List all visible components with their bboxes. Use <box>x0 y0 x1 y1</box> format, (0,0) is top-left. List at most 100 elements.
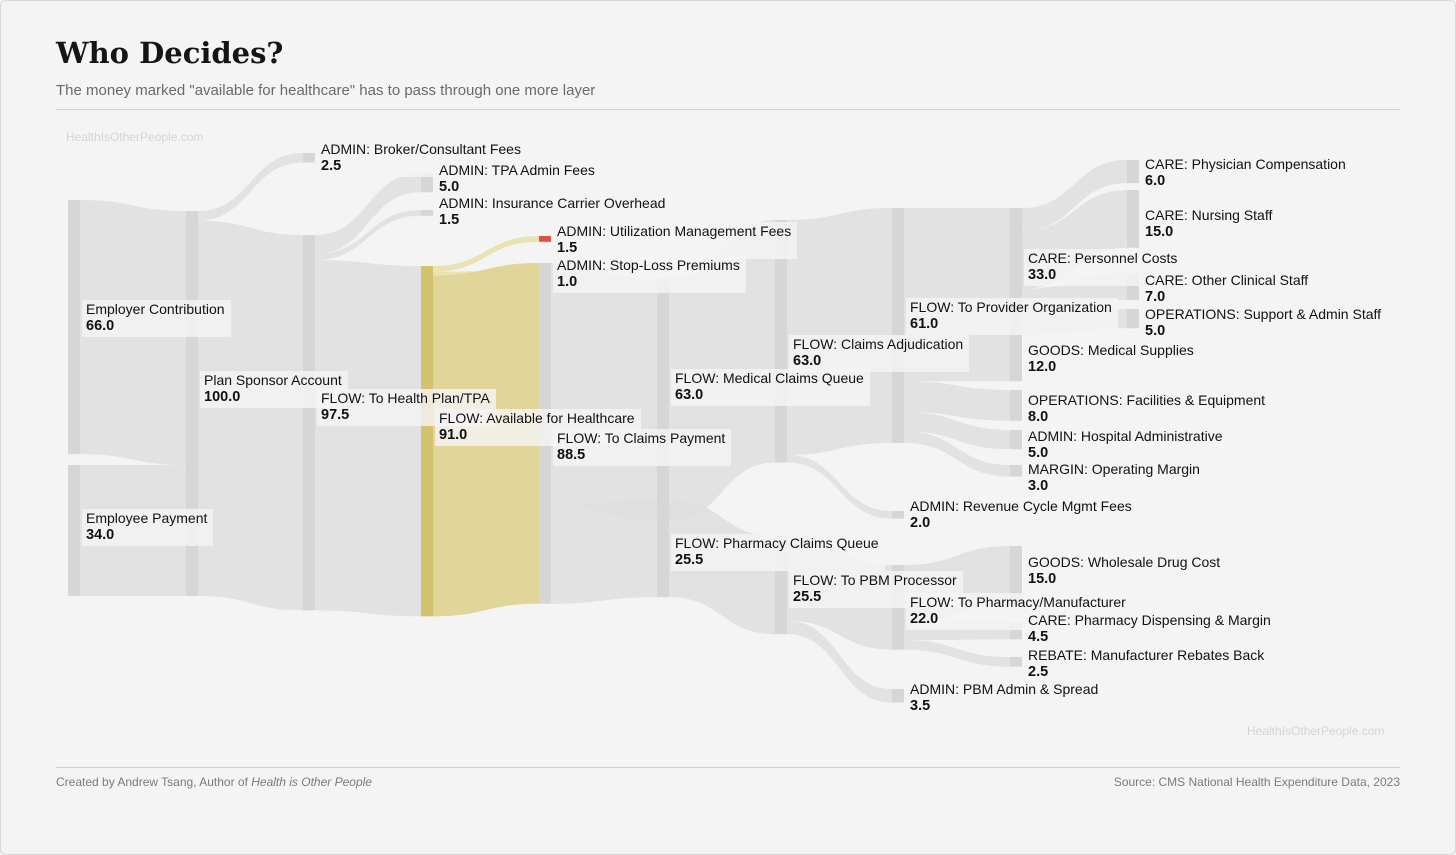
label-medq: FLOW: Medical Claims Queue 63.0 <box>671 369 870 406</box>
label-rcm: ADMIN: Revenue Cycle Mgmt Fees 2.0 <box>906 497 1138 534</box>
label-value: 91.0 <box>439 427 468 443</box>
footer-credit-text: Created by Andrew Tsang, Author of <box>56 775 252 789</box>
label-text: FLOW: Medical Claims Queue <box>675 370 864 386</box>
label-text: Employee Payment <box>86 510 208 526</box>
label-text: OPERATIONS: Support & Admin Staff <box>1145 306 1382 322</box>
label-value: 97.5 <box>321 407 350 423</box>
label-value: 100.0 <box>204 389 241 405</box>
link-sponsor-broker <box>198 153 303 221</box>
label-value: 5.0 <box>439 179 460 195</box>
node-employer <box>68 200 80 455</box>
label-text: CARE: Pharmacy Dispensing & Margin <box>1028 612 1271 628</box>
link-claimspay-medq <box>551 263 657 522</box>
link-adjud-provider <box>787 208 892 455</box>
label-text: REBATE: Manufacturer Rebates Back <box>1028 647 1265 663</box>
label-value: 1.0 <box>557 274 578 290</box>
label-text: FLOW: To Claims Payment <box>557 430 726 446</box>
label-text: ADMIN: Hospital Administrative <box>1028 428 1223 444</box>
label-text: GOODS: Medical Supplies <box>1028 342 1194 358</box>
label-value: 2.5 <box>321 158 342 174</box>
header-divider <box>56 109 1400 110</box>
label-text: GOODS: Wholesale Drug Cost <box>1028 554 1221 570</box>
label-text: ADMIN: PBM Admin & Spread <box>910 681 1099 697</box>
link-adjud-rcm <box>787 454 892 519</box>
node-nursing <box>1127 190 1139 248</box>
label-supplies: GOODS: Medical Supplies 12.0 <box>1024 341 1200 378</box>
label-carrier: ADMIN: Insurance Carrier Overhead 1.5 <box>435 194 672 231</box>
label-adjud: FLOW: Claims Adjudication 63.0 <box>789 335 970 372</box>
label-value: 33.0 <box>1028 267 1057 283</box>
label-text: CARE: Physician Compensation <box>1145 156 1346 172</box>
label-value: 61.0 <box>910 316 939 332</box>
label-margin: MARGIN: Operating Margin 3.0 <box>1024 460 1206 497</box>
link-provider-margin <box>904 431 1010 477</box>
footer-book-title: Health is Other People <box>251 775 372 789</box>
label-value: 12.0 <box>1028 359 1057 375</box>
node-medq <box>657 279 669 522</box>
label-value: 1.5 <box>439 212 460 228</box>
label-text: FLOW: To Provider Organization <box>910 299 1112 315</box>
label-value: 2.0 <box>910 515 931 531</box>
label-value: 4.5 <box>1028 629 1049 645</box>
label-text: FLOW: To Health Plan/TPA <box>321 390 490 406</box>
label-text: MARGIN: Operating Margin <box>1028 461 1200 477</box>
link-healthplan-available <box>315 260 421 617</box>
label-hospadmin: ADMIN: Hospital Administrative 5.0 <box>1024 427 1229 464</box>
label-dispensing: CARE: Pharmacy Dispensing & Margin 4.5 <box>1024 611 1277 648</box>
node-um <box>539 236 551 242</box>
label-value: 88.5 <box>557 447 586 463</box>
label-employee: Employee Payment 34.0 <box>82 509 214 546</box>
label-value: 63.0 <box>793 353 822 369</box>
label-value: 3.0 <box>1028 478 1049 494</box>
link-provider-facilities <box>904 381 1010 421</box>
label-text: CARE: Nursing Staff <box>1145 207 1273 223</box>
label-text: ADMIN: Revenue Cycle Mgmt Fees <box>910 498 1132 514</box>
label-value: 2.5 <box>1028 664 1049 680</box>
footer-source: Source: CMS National Health Expenditure … <box>1113 775 1400 789</box>
label-text: ADMIN: Broker/Consultant Fees <box>321 141 521 157</box>
node-available <box>421 266 433 617</box>
label-pbmadmin: ADMIN: PBM Admin & Spread 3.5 <box>906 680 1105 717</box>
footer-credit: Created by Andrew Tsang, Author of Healt… <box>56 775 372 789</box>
node-margin <box>1010 465 1022 477</box>
label-employer: Employer Contribution 66.0 <box>82 300 231 337</box>
node-pbmadmin <box>892 689 904 703</box>
node-healthplan <box>303 235 315 611</box>
label-value: 1.5 <box>557 240 578 256</box>
label-tpa: ADMIN: TPA Admin Fees 5.0 <box>435 161 601 198</box>
node-pharmq <box>657 499 669 598</box>
label-support: OPERATIONS: Support & Admin Staff 5.0 <box>1141 305 1388 342</box>
node-carrier <box>421 210 433 216</box>
link-pharmacy-rebate <box>904 640 1010 667</box>
label-text: Plan Sponsor Account <box>204 372 342 388</box>
label-text: FLOW: To Pharmacy/Manufacturer <box>910 594 1126 610</box>
label-value: 6.0 <box>1145 173 1166 189</box>
label-wholesale: GOODS: Wholesale Drug Cost 15.0 <box>1024 553 1227 590</box>
node-support <box>1127 309 1139 329</box>
watermark-bottom-right: HealthIsOtherPeople.com <box>1247 724 1385 738</box>
node-tpa <box>421 173 433 193</box>
label-value: 7.0 <box>1145 289 1166 305</box>
label-text: ADMIN: TPA Admin Fees <box>439 162 595 178</box>
label-text: FLOW: To PBM Processor <box>793 572 957 588</box>
label-value: 8.0 <box>1028 409 1049 425</box>
label-physician: CARE: Physician Compensation 6.0 <box>1141 155 1352 192</box>
page-subtitle: The money marked "available for healthca… <box>56 82 596 99</box>
label-text: FLOW: Available for Healthcare <box>439 410 635 426</box>
label-um: ADMIN: Utilization Management Fees 1.5 <box>553 222 798 259</box>
label-value: 66.0 <box>86 318 115 334</box>
label-nursing: CARE: Nursing Staff 15.0 <box>1141 206 1279 243</box>
label-stoploss: ADMIN: Stop-Loss Premiums 1.0 <box>553 256 746 293</box>
label-otherclin: CARE: Other Clinical Staff 7.0 <box>1141 271 1315 308</box>
label-value: 22.0 <box>910 611 939 627</box>
footer-divider <box>56 767 1400 768</box>
label-available: FLOW: Available for Healthcare 91.0 <box>435 409 641 446</box>
node-provider <box>892 208 904 443</box>
label-pharmq: FLOW: Pharmacy Claims Queue 25.5 <box>671 534 885 571</box>
label-value: 15.0 <box>1028 571 1057 587</box>
label-value: 5.0 <box>1145 323 1166 339</box>
watermark-top-left: HealthIsOtherPeople.com <box>66 130 204 144</box>
node-facilities <box>1010 390 1022 421</box>
label-value: 3.5 <box>910 698 931 714</box>
label-value: 25.5 <box>793 589 822 605</box>
